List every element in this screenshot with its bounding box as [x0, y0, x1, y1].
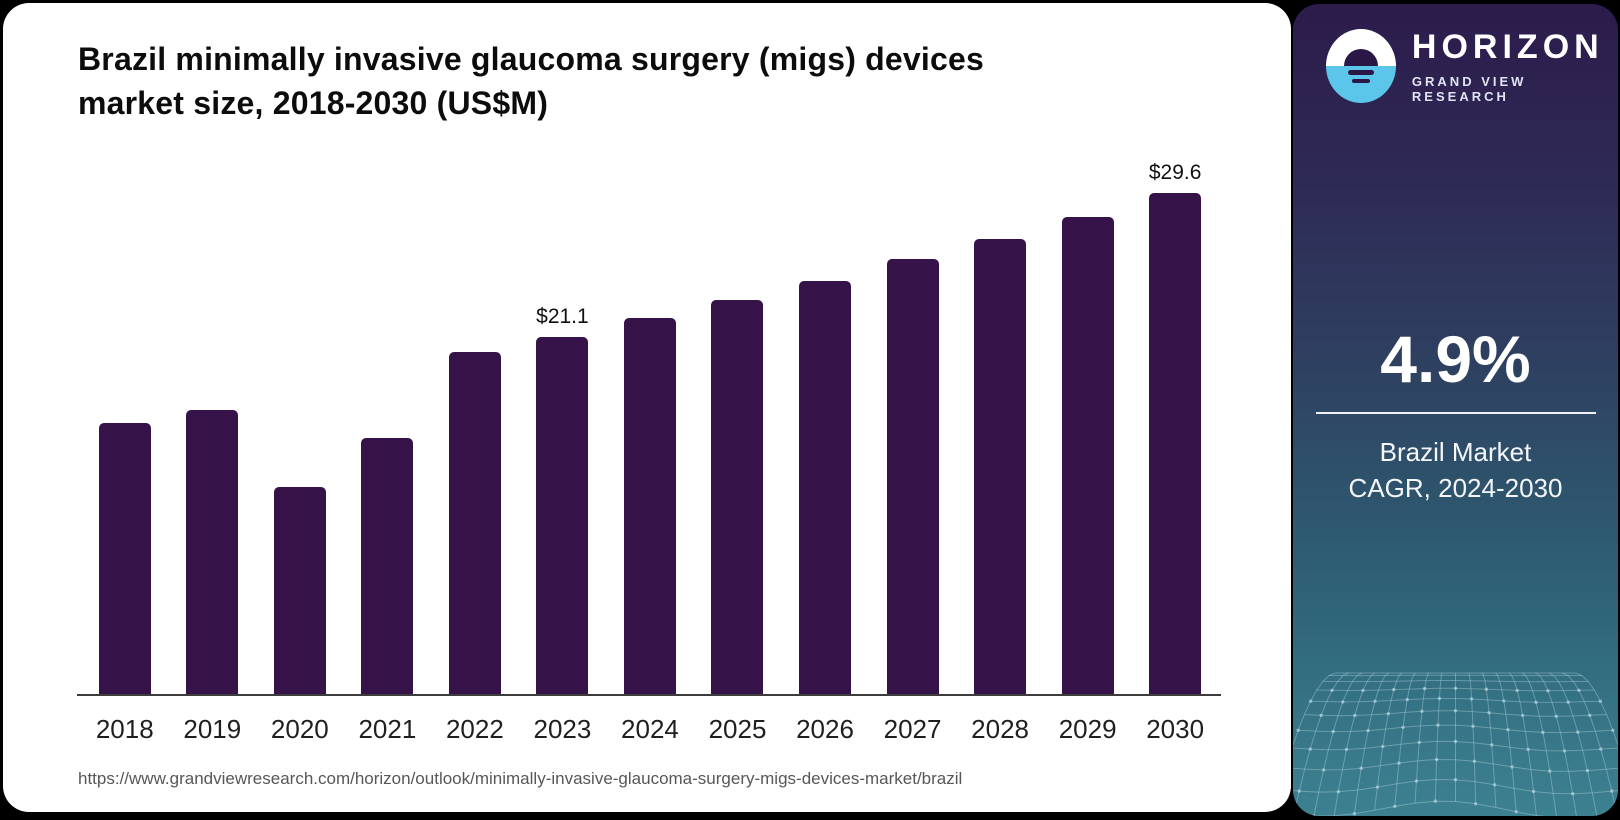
bar-2022: [448, 351, 501, 694]
brand-text: HORIZON GRAND VIEW RESEARCH: [1412, 28, 1618, 104]
chart-title-line1: Brazil minimally invasive glaucoma surge…: [78, 41, 984, 77]
bar-2021: [361, 438, 414, 694]
x-tick-label: 2018: [95, 714, 154, 744]
chart-title: Brazil minimally invasive glaucoma surge…: [78, 37, 1128, 125]
x-tick-label: 2023: [533, 714, 592, 744]
horizon-logo-icon: [1326, 29, 1396, 103]
x-tick-label: 2029: [1058, 714, 1117, 744]
bar-value-label: $29.6: [1148, 160, 1202, 184]
stat-divider: [1315, 412, 1596, 414]
bar-2026: [799, 280, 852, 694]
bar-2020: [273, 487, 326, 694]
bar-2024: [623, 318, 676, 694]
x-tick-label: 2028: [971, 714, 1029, 744]
x-tick-label: 2024: [621, 714, 679, 744]
bar-cell: $21.1 2023: [519, 186, 607, 745]
bar-chart: 2018 2019 2020 2021 2022 $21.1 2023 2024 2025 202…: [81, 161, 1219, 745]
bar-2025: [711, 299, 764, 694]
stat-caption-line1: Brazil Market: [1379, 437, 1532, 467]
bar-cell: 2024: [606, 186, 694, 745]
bar-2029: [1061, 216, 1114, 694]
chart-card: Brazil minimally invasive glaucoma surge…: [3, 3, 1291, 812]
x-tick-label: 2030: [1146, 714, 1205, 744]
chart-title-line2: market size, 2018-2030 (US$M): [78, 85, 549, 121]
bar-cell: 2022: [431, 186, 519, 745]
bar-cell: 2026: [781, 186, 869, 745]
wireframe-mesh-decoration: [1293, 672, 1618, 816]
stat-caption: Brazil Market CAGR, 2024-2030: [1293, 434, 1618, 506]
brand-subtitle: GRAND VIEW RESEARCH: [1411, 74, 1527, 104]
bar-2027: [886, 258, 939, 694]
x-tick-label: 2022: [445, 714, 504, 744]
bar-cell: 2020: [256, 186, 344, 745]
bar-cell: 2029: [1044, 186, 1132, 745]
brand-name: HORIZON: [1411, 28, 1604, 66]
x-tick-label: 2019: [183, 714, 242, 744]
bar-cell: 2027: [869, 186, 957, 745]
bar-value-label: $21.1: [536, 304, 589, 328]
stat-caption-line2: CAGR, 2024-2030: [1348, 473, 1563, 503]
bar-2028: [974, 238, 1027, 694]
brand-logo: HORIZON GRAND VIEW RESEARCH: [1326, 28, 1618, 104]
source-url: https://www.grandviewresearch.com/horizo…: [78, 769, 963, 788]
bar-cell: $29.6 2030: [1131, 161, 1219, 745]
cagr-stat: 4.9% Brazil Market CAGR, 2024-2030: [1293, 324, 1618, 506]
x-tick-label: 2025: [708, 714, 767, 744]
bar-2023: $21.1: [536, 305, 589, 694]
logo-line-icon: [1347, 70, 1374, 75]
bar-cell: 2025: [694, 186, 782, 745]
x-tick-label: 2026: [796, 714, 854, 744]
bar-cell: 2021: [344, 186, 432, 745]
bar-2018: [98, 423, 151, 694]
bar-cell: 2019: [169, 186, 257, 745]
logo-sun-icon: [1343, 49, 1378, 66]
x-tick-label: 2027: [883, 714, 942, 744]
sidebar-card: HORIZON GRAND VIEW RESEARCH 4.9% Brazil …: [1293, 4, 1618, 816]
bar-2019: [186, 409, 239, 694]
x-tick-label: 2021: [358, 714, 417, 744]
logo-line-icon: [1351, 79, 1370, 83]
bar-cell: 2028: [956, 186, 1044, 745]
cagr-value: 4.9%: [1380, 322, 1531, 396]
bar-cell: 2018: [81, 186, 169, 745]
x-tick-label: 2020: [270, 714, 329, 744]
bar-2030: $29.6: [1149, 161, 1201, 694]
x-axis-line: [77, 694, 1221, 696]
